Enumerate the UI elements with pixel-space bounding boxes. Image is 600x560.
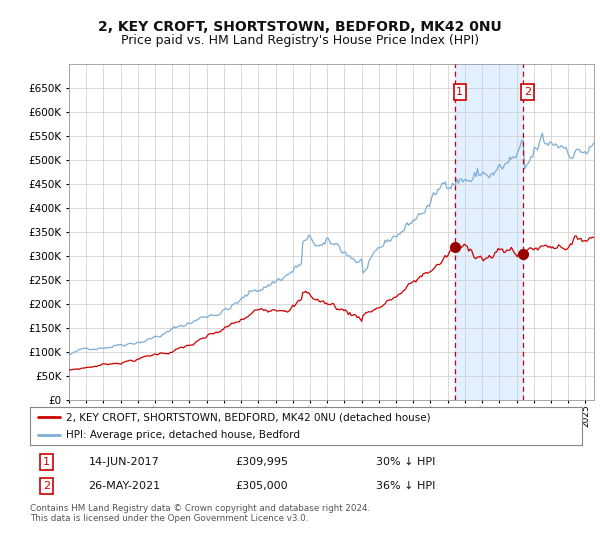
- Text: 30% ↓ HPI: 30% ↓ HPI: [376, 457, 435, 467]
- Text: 2: 2: [43, 481, 50, 491]
- Text: HPI: Average price, detached house, Bedford: HPI: Average price, detached house, Bedf…: [66, 430, 300, 440]
- Text: 26-MAY-2021: 26-MAY-2021: [88, 481, 160, 491]
- Bar: [455, 64, 523, 400]
- Text: 1: 1: [456, 87, 463, 97]
- Text: Contains HM Land Registry data © Crown copyright and database right 2024.
This d: Contains HM Land Registry data © Crown c…: [30, 504, 370, 524]
- Text: 2: 2: [524, 87, 531, 97]
- Text: £309,995: £309,995: [235, 457, 289, 467]
- Text: 2, KEY CROFT, SHORTSTOWN, BEDFORD, MK42 0NU: 2, KEY CROFT, SHORTSTOWN, BEDFORD, MK42 …: [98, 20, 502, 34]
- Text: £305,000: £305,000: [236, 481, 288, 491]
- Text: 1: 1: [43, 457, 50, 467]
- Text: Price paid vs. HM Land Registry's House Price Index (HPI): Price paid vs. HM Land Registry's House …: [121, 34, 479, 46]
- Text: 36% ↓ HPI: 36% ↓ HPI: [376, 481, 435, 491]
- Text: 2, KEY CROFT, SHORTSTOWN, BEDFORD, MK42 0NU (detached house): 2, KEY CROFT, SHORTSTOWN, BEDFORD, MK42 …: [66, 412, 431, 422]
- Text: 14-JUN-2017: 14-JUN-2017: [88, 457, 159, 467]
